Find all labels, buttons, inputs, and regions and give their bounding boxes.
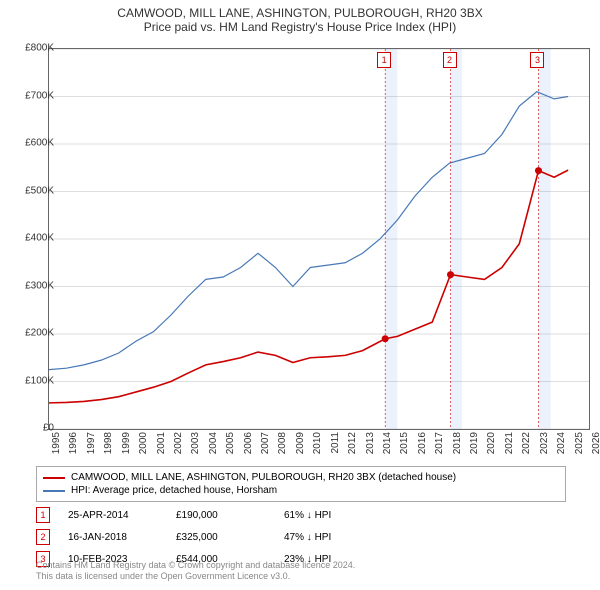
legend-item: HPI: Average price, detached house, Hors… [43, 484, 559, 497]
event-delta: 61% ↓ HPI [284, 510, 374, 521]
y-tick-label: £400K [14, 233, 54, 244]
title-line2: Price paid vs. HM Land Registry's House … [0, 20, 600, 34]
x-tick-label: 2007 [260, 432, 271, 462]
x-tick-label: 2015 [399, 432, 410, 462]
title-block: CAMWOOD, MILL LANE, ASHINGTON, PULBOROUG… [0, 0, 600, 34]
chart-event-marker: 2 [443, 52, 457, 68]
event-date: 25-APR-2014 [68, 510, 158, 521]
legend: CAMWOOD, MILL LANE, ASHINGTON, PULBOROUG… [36, 466, 566, 502]
event-row: 2 16-JAN-2018 £325,000 47% ↓ HPI [36, 526, 566, 548]
x-tick-label: 1996 [68, 432, 79, 462]
legend-label: HPI: Average price, detached house, Hors… [71, 485, 277, 496]
x-tick-label: 2011 [330, 432, 341, 462]
x-tick-label: 2006 [243, 432, 254, 462]
event-price: £190,000 [176, 510, 266, 521]
chart-event-marker: 3 [530, 52, 544, 68]
legend-swatch [43, 477, 65, 479]
x-tick-label: 2000 [138, 432, 149, 462]
x-tick-label: 2005 [225, 432, 236, 462]
x-tick-label: 2009 [295, 432, 306, 462]
x-tick-label: 2019 [469, 432, 480, 462]
footer: Contains HM Land Registry data © Crown c… [36, 560, 566, 582]
y-tick-label: £100K [14, 375, 54, 386]
y-tick-label: £200K [14, 328, 54, 339]
chart-event-marker: 1 [377, 52, 391, 68]
x-tick-label: 1999 [121, 432, 132, 462]
legend-item: CAMWOOD, MILL LANE, ASHINGTON, PULBOROUG… [43, 471, 559, 484]
x-tick-label: 2010 [312, 432, 323, 462]
x-tick-label: 2012 [347, 432, 358, 462]
footer-line2: This data is licensed under the Open Gov… [36, 571, 566, 582]
x-tick-label: 2023 [539, 432, 550, 462]
event-marker-badge: 2 [36, 529, 50, 545]
x-tick-label: 2013 [365, 432, 376, 462]
x-tick-label: 2002 [173, 432, 184, 462]
y-tick-label: £500K [14, 185, 54, 196]
x-tick-label: 2014 [382, 432, 393, 462]
series-line-hpi [49, 92, 568, 370]
chart-container: CAMWOOD, MILL LANE, ASHINGTON, PULBOROUG… [0, 0, 600, 590]
event-price: £325,000 [176, 532, 266, 543]
legend-label: CAMWOOD, MILL LANE, ASHINGTON, PULBOROUG… [71, 472, 456, 483]
x-tick-label: 2017 [434, 432, 445, 462]
x-tick-label: 2024 [556, 432, 567, 462]
x-tick-label: 2016 [417, 432, 428, 462]
event-marker-badge: 1 [36, 507, 50, 523]
x-tick-label: 2021 [504, 432, 515, 462]
x-tick-label: 2008 [277, 432, 288, 462]
footer-line1: Contains HM Land Registry data © Crown c… [36, 560, 566, 571]
y-tick-label: £600K [14, 138, 54, 149]
x-tick-label: 2018 [452, 432, 463, 462]
x-tick-label: 1995 [51, 432, 62, 462]
x-tick-label: 1998 [103, 432, 114, 462]
x-tick-label: 2026 [591, 432, 600, 462]
event-delta: 47% ↓ HPI [284, 532, 374, 543]
x-tick-label: 2020 [486, 432, 497, 462]
x-tick-label: 2003 [190, 432, 201, 462]
x-tick-label: 2001 [156, 432, 167, 462]
y-tick-label: £0 [14, 423, 54, 434]
chart-plot-area [48, 48, 590, 430]
event-date: 16-JAN-2018 [68, 532, 158, 543]
legend-swatch [43, 490, 65, 492]
x-tick-label: 2025 [574, 432, 585, 462]
y-tick-label: £700K [14, 90, 54, 101]
x-tick-label: 2004 [208, 432, 219, 462]
event-row: 1 25-APR-2014 £190,000 61% ↓ HPI [36, 504, 566, 526]
y-tick-label: £300K [14, 280, 54, 291]
title-line1: CAMWOOD, MILL LANE, ASHINGTON, PULBOROUG… [0, 6, 600, 20]
x-tick-label: 2022 [521, 432, 532, 462]
x-tick-label: 1997 [86, 432, 97, 462]
y-tick-label: £800K [14, 43, 54, 54]
chart-svg [49, 49, 589, 429]
